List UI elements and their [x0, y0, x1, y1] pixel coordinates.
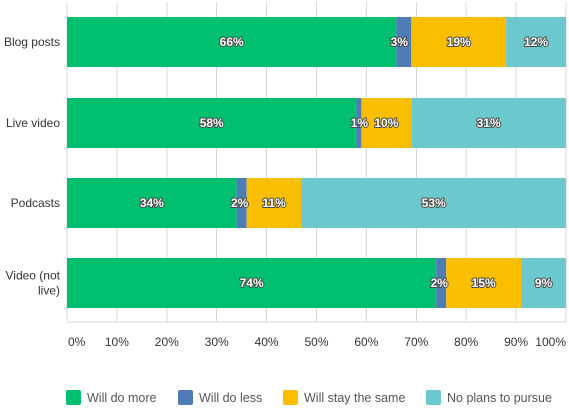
bar-segment: [67, 98, 357, 148]
x-tick-label: 80%: [454, 335, 478, 349]
bar-segment: [356, 98, 362, 148]
stacked-bar-chart: 66% 3% 19% 12% 58% 1% 10% 31% 34% 2% 11% 53% 74% 2% 15…: [4, 2, 567, 349]
bar-segment: [67, 178, 237, 228]
x-tick-label: 50%: [304, 335, 328, 349]
bar-segment: [301, 178, 566, 228]
x-tick-label: 20%: [155, 335, 179, 349]
data-label: 12%: [524, 35, 548, 49]
x-tick-label: 70%: [404, 335, 428, 349]
data-label: 66%: [220, 35, 244, 49]
x-tick-labels: 0% 10% 20% 30% 40% 50% 60% 70% 80% 90% 100%: [68, 335, 566, 349]
legend-item: Will do less: [178, 390, 262, 405]
legend-swatch: [283, 390, 298, 405]
bar-segment: [67, 17, 397, 67]
data-label: 34%: [140, 196, 164, 210]
category-label: Blog posts: [4, 35, 60, 49]
bar-segment: [246, 178, 302, 228]
legend-swatch: [66, 390, 81, 405]
data-label: 2%: [431, 276, 449, 290]
category-label: Video (not: [6, 269, 61, 283]
data-label: 10%: [374, 116, 398, 130]
data-label: 15%: [472, 276, 496, 290]
category-label: live): [38, 284, 60, 298]
legend-swatch: [426, 390, 441, 405]
legend-label: Will do less: [199, 390, 263, 405]
bar-segment: [436, 258, 447, 308]
x-tick-label: 100%: [535, 335, 566, 349]
data-label: 53%: [422, 196, 446, 210]
legend-label: No plans to pursue: [447, 390, 552, 405]
legend-item: Will stay the same: [283, 390, 405, 405]
category-labels: Blog posts Live video Podcasts Video (notli…: [4, 35, 61, 298]
x-tick-label: 60%: [354, 335, 378, 349]
legend-swatch: [178, 390, 193, 405]
bar-segment: [506, 17, 566, 67]
bar-segment: [396, 17, 412, 67]
legend-label: Will do more: [87, 390, 157, 405]
bar-segment: [411, 17, 507, 67]
data-label: 19%: [447, 35, 471, 49]
x-tick-label: 30%: [205, 335, 229, 349]
data-label: 1%: [351, 116, 369, 130]
bars-group: 66% 3% 19% 12% 58% 1% 10% 31% 34% 2% 11% 53% 74% 2% 15…: [67, 17, 566, 308]
bar-segment: [361, 98, 412, 148]
bar-segment: [236, 178, 247, 228]
legend-label: Will stay the same: [304, 390, 406, 405]
data-label: 9%: [535, 276, 553, 290]
data-label: 2%: [231, 196, 249, 210]
data-label: 58%: [200, 116, 224, 130]
category-label: Podcasts: [11, 196, 60, 210]
bar-segment: [521, 258, 566, 308]
legend-item: Will do more: [66, 390, 156, 405]
x-tick-label: 10%: [105, 335, 129, 349]
legend-item: No plans to pursue: [426, 390, 552, 405]
x-tick-label: 90%: [504, 335, 528, 349]
bar-segment: [446, 258, 522, 308]
data-label: 3%: [391, 35, 409, 49]
category-label: Live video: [6, 116, 60, 130]
data-label: 11%: [262, 196, 286, 210]
x-tick-label: 40%: [255, 335, 279, 349]
x-tick-label: 0%: [68, 335, 86, 349]
data-label: 31%: [477, 116, 501, 130]
data-label: 74%: [240, 276, 264, 290]
bar-segment: [411, 98, 566, 148]
bar-segment: [67, 258, 437, 308]
